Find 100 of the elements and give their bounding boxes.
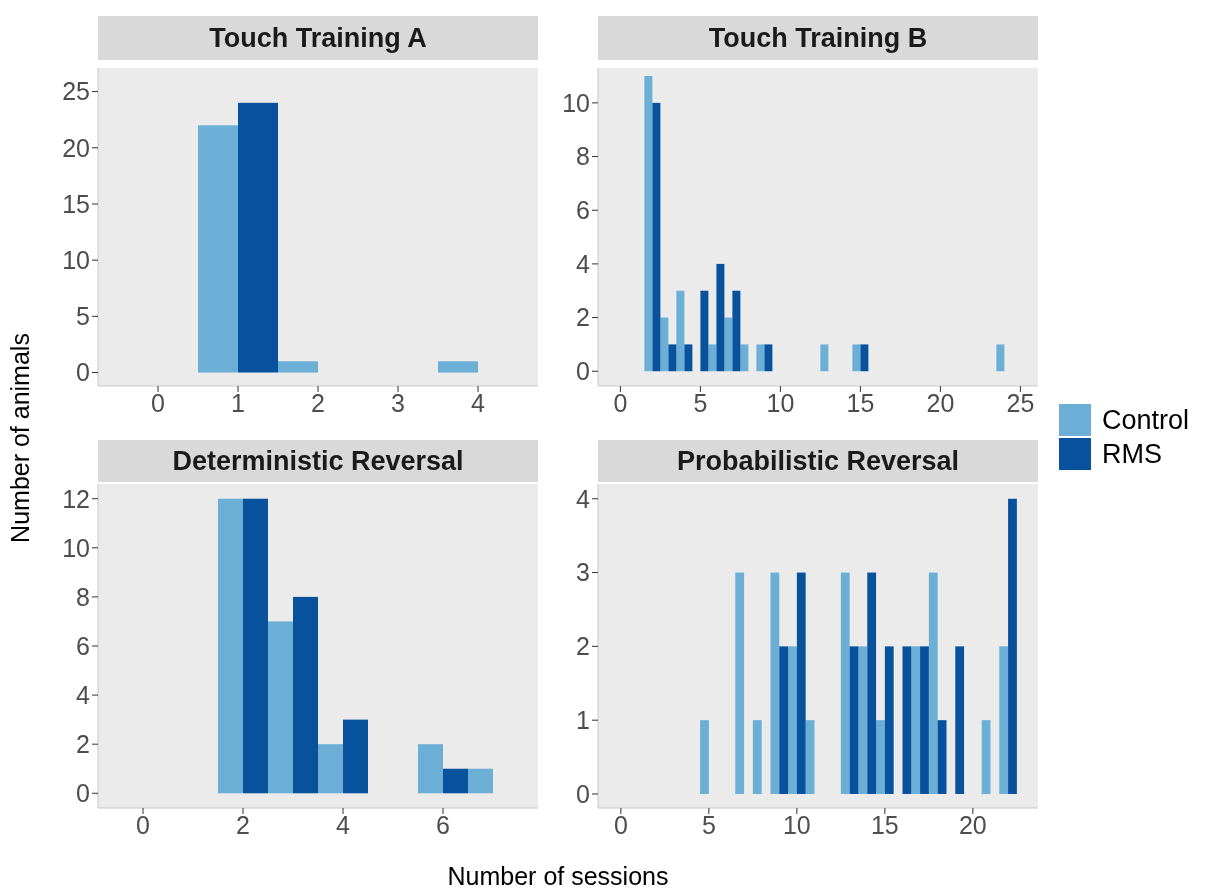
bar: [752, 720, 762, 794]
bar: [805, 720, 815, 794]
bar: [732, 290, 741, 372]
chart-title: Touch Training A: [98, 16, 538, 60]
y-tick-label: 6: [76, 631, 90, 660]
bar: [788, 646, 797, 794]
chart-title: Probabilistic Reversal: [598, 440, 1038, 482]
bar: [268, 621, 293, 794]
x-tick-label: 10: [782, 810, 811, 839]
bar: [840, 572, 850, 794]
y-tick-label: 8: [76, 582, 90, 611]
y-tick-label: 8: [576, 142, 590, 171]
bar: [849, 646, 859, 794]
x-tick-label: 6: [436, 810, 450, 839]
bar: [779, 646, 789, 794]
y-axis-title: Number of animals: [5, 333, 35, 543]
bar: [884, 646, 894, 794]
x-tick-label: 20: [958, 810, 987, 839]
x-tick-label: 2: [311, 388, 325, 417]
bar: [1008, 498, 1017, 794]
bar: [278, 361, 318, 373]
x-tick-label: 0: [136, 810, 150, 839]
x-tick-label: 5: [701, 810, 716, 839]
bar: [318, 744, 343, 794]
bar: [867, 572, 877, 794]
x-tick-label: 5: [693, 388, 708, 417]
bar: [852, 344, 861, 372]
y-tick-label: 4: [76, 680, 91, 709]
bar: [676, 290, 685, 372]
bar: [876, 720, 885, 794]
bar: [293, 596, 318, 794]
bar: [820, 344, 829, 372]
y-tick-label: 0: [76, 358, 90, 387]
bar: [418, 744, 443, 794]
x-tick-label: 4: [471, 388, 486, 417]
x-tick-label: 15: [870, 810, 899, 839]
x-tick-label: 0: [613, 388, 628, 417]
chart-title: Touch Training B: [598, 16, 1038, 60]
y-tick-label: 0: [76, 779, 90, 808]
bar: [735, 572, 745, 794]
x-tick-label: 4: [336, 810, 351, 839]
bar: [243, 498, 268, 794]
chart-title: Deterministic Reversal: [98, 440, 538, 482]
legend-label: Control: [1102, 404, 1190, 436]
bar: [343, 719, 368, 794]
bar: [238, 102, 278, 373]
bar: [911, 646, 921, 794]
y-tick-label: 4: [576, 484, 591, 513]
x-tick-label: 20: [926, 388, 955, 417]
bar: [902, 646, 912, 794]
bar: [716, 263, 725, 372]
bar: [928, 572, 938, 794]
y-tick-label: 15: [62, 189, 90, 218]
bar: [920, 646, 929, 794]
y-tick-label: 2: [76, 730, 90, 759]
bar: [468, 768, 493, 794]
bar: [443, 768, 468, 794]
y-tick-label: 10: [62, 246, 90, 275]
y-tick-label: 4: [576, 249, 591, 278]
y-tick-label: 2: [576, 632, 590, 661]
bar: [708, 344, 717, 372]
bar: [860, 344, 869, 372]
y-tick-label: 0: [576, 779, 590, 808]
y-tick-label: 3: [576, 558, 590, 587]
x-tick-label: 3: [391, 388, 405, 417]
x-tick-label: 15: [846, 388, 875, 417]
x-tick-label: 25: [1006, 388, 1035, 417]
bar: [684, 344, 693, 372]
y-tick-label: 12: [62, 484, 90, 513]
y-tick-label: 10: [562, 88, 590, 117]
bar: [955, 646, 965, 794]
bar: [981, 720, 991, 794]
y-tick-label: 25: [62, 77, 90, 106]
y-tick-label: 5: [76, 302, 90, 331]
y-tick-label: 10: [62, 533, 90, 562]
legend-label: RMS: [1102, 438, 1162, 470]
bar: [937, 720, 947, 794]
bar: [198, 125, 238, 373]
x-tick-label: 0: [613, 810, 628, 839]
bar: [996, 344, 1005, 372]
bar: [668, 344, 677, 372]
bar: [700, 720, 709, 794]
x-tick-label: 10: [766, 388, 795, 417]
x-axis-title: Number of sessions: [447, 861, 669, 891]
bar: [796, 572, 806, 794]
bar: [438, 361, 478, 373]
bar: [756, 344, 765, 372]
bar: [740, 344, 749, 372]
x-tick-label: 1: [231, 388, 245, 417]
bar: [700, 290, 709, 372]
y-tick-label: 0: [576, 357, 590, 386]
bar: [652, 102, 661, 372]
bar: [999, 646, 1009, 794]
bar: [218, 498, 243, 794]
y-tick-label: 6: [576, 196, 590, 225]
x-tick-label: 0: [151, 388, 165, 417]
bar: [858, 646, 868, 794]
y-tick-label: 2: [576, 303, 590, 332]
bar: [644, 76, 653, 372]
bar: [660, 317, 669, 372]
